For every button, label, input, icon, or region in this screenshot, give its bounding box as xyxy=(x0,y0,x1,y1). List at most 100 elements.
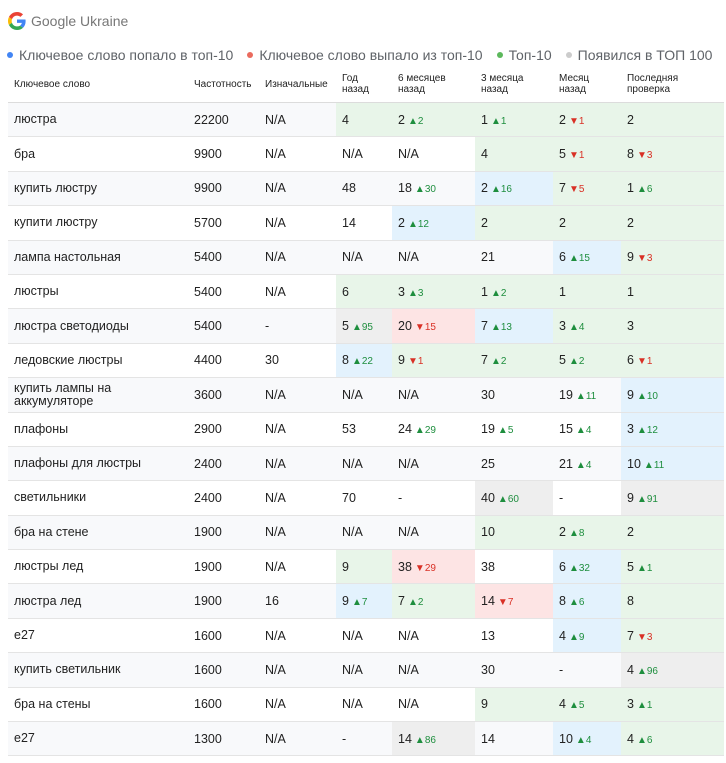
delta-value: 7 xyxy=(361,597,368,609)
arrow-up-icon: ▲ xyxy=(636,562,647,574)
position-cell: 5 ▲95 xyxy=(336,308,392,344)
delta-value: 4 xyxy=(585,425,592,437)
position-value: N/A xyxy=(398,250,419,265)
keyword-cell: ледовские люстры xyxy=(8,343,188,379)
frequency-cell: 2400 xyxy=(188,446,259,482)
position-value: 6 xyxy=(627,353,634,368)
position-value: 2 xyxy=(398,215,405,230)
arrow-up-icon: ▲ xyxy=(636,665,647,677)
legend-dot-icon xyxy=(7,52,13,58)
frequency-cell: 1900 xyxy=(188,583,259,619)
position-cell: 2 ▼1 xyxy=(553,102,621,138)
arrow-up-icon: ▲ xyxy=(490,356,501,368)
initial-position-cell: N/A xyxy=(259,274,336,310)
delta-up: ▲86 xyxy=(415,735,436,746)
position-cell: 9 ▼1 xyxy=(392,343,475,379)
column-header[interactable]: 6 месяцев назад xyxy=(392,66,475,103)
delta-up: ▲91 xyxy=(637,494,658,505)
position-value: 4 xyxy=(559,697,566,712)
arrow-down-icon: ▼ xyxy=(636,150,647,162)
table-row: люстры 5400 N/A 6 3 ▲3 1 ▲2 1 1 xyxy=(8,274,724,310)
position-cell: N/A xyxy=(336,446,392,482)
delta-up: ▲9 xyxy=(569,632,584,643)
delta-up: ▲2 xyxy=(408,597,423,608)
position-value: N/A xyxy=(342,697,363,712)
position-cell: 7 ▼5 xyxy=(553,171,621,207)
arrow-up-icon: ▲ xyxy=(636,700,647,712)
arrow-down-icon: ▼ xyxy=(414,562,425,574)
column-header[interactable]: Ключевое слово xyxy=(8,66,188,103)
position-cell: 53 xyxy=(336,412,392,447)
position-value: 3 xyxy=(627,319,634,334)
column-header[interactable]: 3 месяца назад xyxy=(475,66,553,103)
position-cell: 14 ▼7 xyxy=(475,583,553,619)
arrow-up-icon: ▲ xyxy=(575,390,586,402)
position-cell: 9 ▲91 xyxy=(621,480,724,516)
arrow-up-icon: ▲ xyxy=(490,287,501,299)
position-value: 1 xyxy=(627,181,634,196)
arrow-up-icon: ▲ xyxy=(568,253,579,265)
delta-value: 95 xyxy=(361,322,373,334)
position-value: 30 xyxy=(481,387,495,402)
delta-down: ▼3 xyxy=(637,253,652,264)
delta-up: ▲11 xyxy=(576,391,596,402)
frequency-cell: 1900 xyxy=(188,515,259,551)
position-value: N/A xyxy=(342,387,363,402)
position-cell: 38 ▼29 xyxy=(392,549,475,585)
delta-up: ▲4 xyxy=(576,735,591,746)
position-value: 1 xyxy=(481,284,488,299)
delta-value: 6 xyxy=(646,734,653,746)
position-value: 6 xyxy=(342,284,349,299)
position-value: 9 xyxy=(342,559,349,574)
position-value: 4 xyxy=(481,147,488,162)
table-row: купить светильник 1600 N/A N/A N/A 30-4 ▲96 xyxy=(8,652,724,688)
column-header[interactable]: Месяц назад xyxy=(553,66,621,103)
table-row: люстры лед 1900 N/A 9 38 ▼29 38 6 ▲32 5 ▲1 xyxy=(8,549,724,585)
position-cell: 13 xyxy=(475,618,553,654)
column-header[interactable]: Частотность xyxy=(188,66,259,103)
keyword-cell: бра на стене xyxy=(8,515,188,551)
position-value: 14 xyxy=(398,731,412,746)
delta-down: ▼1 xyxy=(569,116,584,127)
delta-value: 3 xyxy=(417,287,424,299)
keyword-cell: бра на стены xyxy=(8,687,188,723)
arrow-up-icon: ▲ xyxy=(414,734,425,746)
position-cell: 2 ▲2 xyxy=(392,102,475,138)
column-header[interactable]: Год назад xyxy=(336,66,392,103)
column-header[interactable]: Последняя проверка xyxy=(621,66,724,103)
position-cell: 7 ▲2 xyxy=(475,343,553,379)
position-cell: 7 ▲2 xyxy=(392,583,475,619)
delta-up: ▲10 xyxy=(637,391,658,402)
position-value: - xyxy=(342,731,347,746)
frequency-cell: 1900 xyxy=(188,549,259,585)
position-value: 3 xyxy=(559,319,566,334)
position-cell: N/A xyxy=(392,377,475,413)
frequency-cell: 9900 xyxy=(188,171,259,207)
page-header: Google Ukraine xyxy=(8,10,128,32)
initial-position-cell: N/A xyxy=(259,240,336,275)
delta-up: ▲5 xyxy=(569,700,584,711)
delta-up: ▲95 xyxy=(352,322,373,333)
position-cell: N/A xyxy=(392,240,475,275)
keyword-cell: купить люстру xyxy=(8,171,188,207)
delta-value: 8 xyxy=(578,528,585,540)
initial-position-cell: N/A xyxy=(259,446,336,482)
delta-up: ▲6 xyxy=(637,184,652,195)
delta-value: 22 xyxy=(361,356,373,368)
position-value: 2 xyxy=(398,112,405,127)
arrow-up-icon: ▲ xyxy=(568,356,579,368)
delta-value: 2 xyxy=(417,597,424,609)
position-value: N/A xyxy=(398,662,419,677)
delta-value: 15 xyxy=(578,253,590,265)
delta-up: ▲22 xyxy=(352,356,373,367)
keyword-cell: люстры лед xyxy=(8,549,188,585)
position-cell: 5 ▲2 xyxy=(553,343,621,379)
column-header[interactable]: Изначальные xyxy=(259,66,336,103)
frequency-cell: 5400 xyxy=(188,240,259,275)
keyword-cell: люстра светодиоды xyxy=(8,308,188,344)
table-row: купить люстру 9900 N/A 48 18 ▲30 2 ▲16 7 ▼5 1 ▲6 xyxy=(8,171,724,207)
arrow-up-icon: ▲ xyxy=(490,184,501,196)
position-cell: 7 ▲13 xyxy=(475,308,553,344)
arrow-up-icon: ▲ xyxy=(351,597,362,609)
delta-value: 4 xyxy=(578,322,585,334)
